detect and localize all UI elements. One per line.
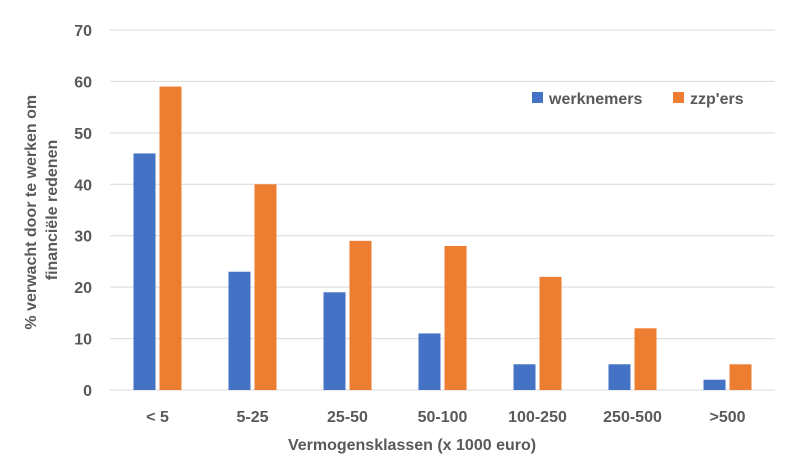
legend: werknemers zzp'ers (532, 91, 744, 108)
y-tick-label: 40 (74, 177, 92, 194)
y-tick-label: 30 (74, 229, 92, 246)
x-tick-label: 50-100 (418, 409, 468, 426)
bar-werknemers (513, 364, 536, 390)
x-tick-label: 25-50 (327, 409, 368, 426)
bar-werknemers (133, 153, 156, 390)
gridlines (110, 29, 775, 391)
bar-zzpers (349, 240, 372, 390)
x-tick-label: 100-250 (508, 409, 567, 426)
y-tick-label: 70 (74, 23, 92, 40)
x-tick-label: >500 (709, 409, 745, 426)
bars (133, 86, 752, 391)
legend-swatch (673, 92, 684, 103)
y-tick-label: 10 (74, 332, 92, 349)
bar-zzpers (444, 246, 467, 390)
bar-zzpers (539, 276, 562, 390)
y-axis-title-line-1: % verwacht door te werken om (23, 95, 40, 330)
bar-werknemers (608, 364, 631, 390)
bar-zzpers (254, 184, 277, 390)
x-tick-labels: < 5 5-25 25-50 50-100 100-250 250-500 >500 (146, 409, 745, 426)
legend-label: zzp'ers (690, 91, 744, 108)
legend-swatch (532, 92, 543, 103)
y-axis-title-line-2: financiële redenen (44, 140, 61, 281)
x-tick-label: < 5 (146, 409, 169, 426)
bar-zzpers (159, 86, 182, 391)
x-axis-title: Vermogensklassen (x 1000 euro) (288, 437, 536, 454)
y-tick-label: 50 (74, 126, 92, 143)
bar-zzpers (729, 364, 752, 390)
y-tick-labels: 0 10 20 30 40 50 60 70 (74, 23, 92, 400)
bar-werknemers (418, 333, 441, 390)
y-axis-title: % verwacht door te werken om financiële … (23, 90, 61, 329)
bar-zzpers (634, 328, 657, 390)
bar-werknemers (323, 292, 346, 390)
y-tick-label: 20 (74, 280, 92, 297)
bar-werknemers (703, 379, 726, 390)
y-tick-label: 0 (83, 383, 92, 400)
x-tick-label: 250-500 (603, 409, 662, 426)
y-tick-label: 60 (74, 74, 92, 91)
bar-werknemers (228, 271, 251, 390)
x-tick-label: 5-25 (236, 409, 268, 426)
legend-label: werknemers (548, 91, 642, 108)
